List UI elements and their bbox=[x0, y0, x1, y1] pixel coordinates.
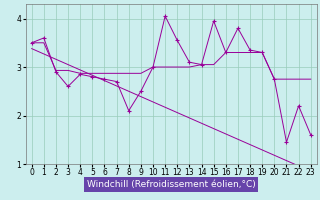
X-axis label: Windchill (Refroidissement éolien,°C): Windchill (Refroidissement éolien,°C) bbox=[87, 180, 256, 189]
